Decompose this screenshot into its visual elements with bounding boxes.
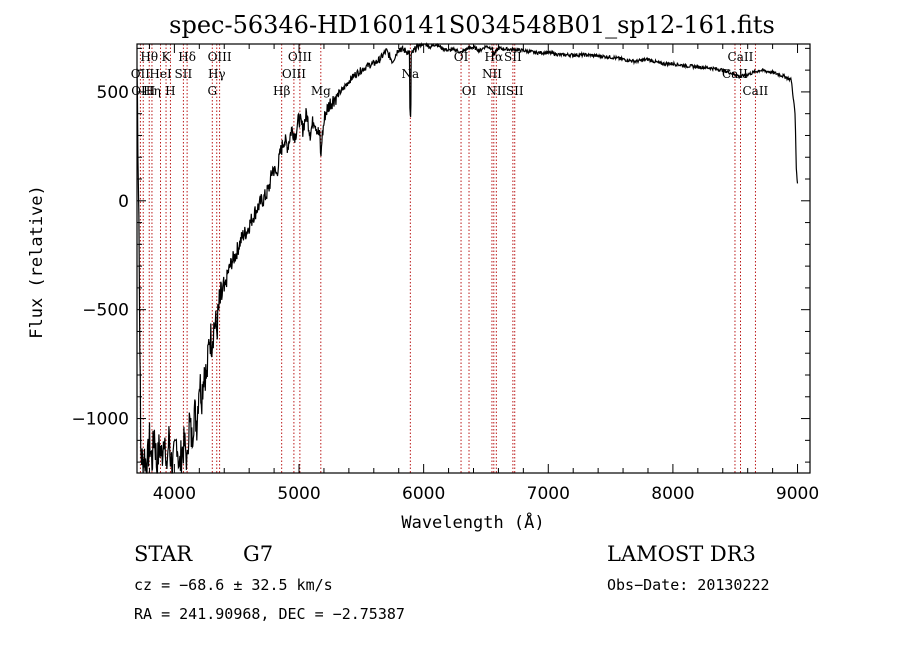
line-label: Hθ — [140, 50, 158, 64]
plot-frame — [136, 43, 811, 474]
line-label: OII — [131, 67, 151, 81]
line-label: H — [165, 84, 175, 98]
spectrum-series-line — [136, 41, 799, 474]
observation-date: Obs−Date: 20130222 — [607, 576, 770, 594]
sky-coordinates: RA = 241.90968, DEC = −2.75387 — [134, 605, 405, 623]
line-label: Na — [401, 67, 419, 81]
spectral-line-labels: OIIOIIIHθHηHeIKHSIIHδGHγOIIIHβOIIIOIIIMg… — [131, 50, 769, 98]
object-type: STAR — [134, 542, 193, 566]
y-tick-label: −500 — [82, 301, 129, 321]
line-label: HeI — [149, 67, 172, 81]
x-tick-label: 9000 — [776, 484, 819, 504]
line-label: Mg — [311, 84, 331, 98]
line-label: OI — [462, 84, 477, 98]
y-tick-label: −1000 — [71, 410, 129, 430]
line-label: OIII — [288, 50, 312, 64]
y-axis-label: Flux (relative) — [27, 185, 47, 339]
line-label: Hβ — [273, 84, 290, 98]
line-label: Hα — [485, 50, 504, 64]
spectral-line-markers — [139, 44, 756, 473]
line-label: K — [162, 50, 172, 64]
x-axis-ticks: 4000 5000 6000 7000 8000 9000 — [148, 44, 819, 504]
y-tick-label: 500 — [97, 83, 129, 103]
line-label: Hδ — [178, 50, 196, 64]
line-label: CaII — [728, 50, 754, 64]
line-label: SII — [504, 50, 522, 64]
x-tick-label: 5000 — [277, 484, 320, 504]
x-tick-label: 8000 — [651, 484, 694, 504]
line-label: SII — [506, 84, 524, 98]
y-axis-ticks: −1000 −500 0 500 — [71, 47, 810, 463]
line-label: NII — [482, 67, 502, 81]
line-label: SII — [175, 67, 193, 81]
line-label: OI — [454, 50, 469, 64]
object-subclass: G7 — [243, 542, 273, 566]
y-tick-label: 0 — [118, 192, 129, 212]
x-tick-label: 4000 — [153, 484, 196, 504]
redshift-cz: cz = −68.6 ± 32.5 km/s — [134, 576, 333, 594]
survey-name: LAMOST DR3 — [607, 542, 756, 566]
chart-title: spec-56346-HD160141S034548B01_sp12-161.f… — [169, 11, 775, 39]
x-axis-label: Wavelength (Å) — [401, 511, 544, 533]
line-label: G — [207, 84, 217, 98]
line-label: OIII — [282, 67, 306, 81]
line-label: NII — [486, 84, 506, 98]
line-label: Hγ — [208, 67, 226, 81]
line-label: Hη — [143, 84, 161, 98]
x-tick-label: 6000 — [402, 484, 445, 504]
line-label: OIII — [208, 50, 232, 64]
x-tick-label: 7000 — [527, 484, 570, 504]
line-label: CaII — [742, 84, 768, 98]
